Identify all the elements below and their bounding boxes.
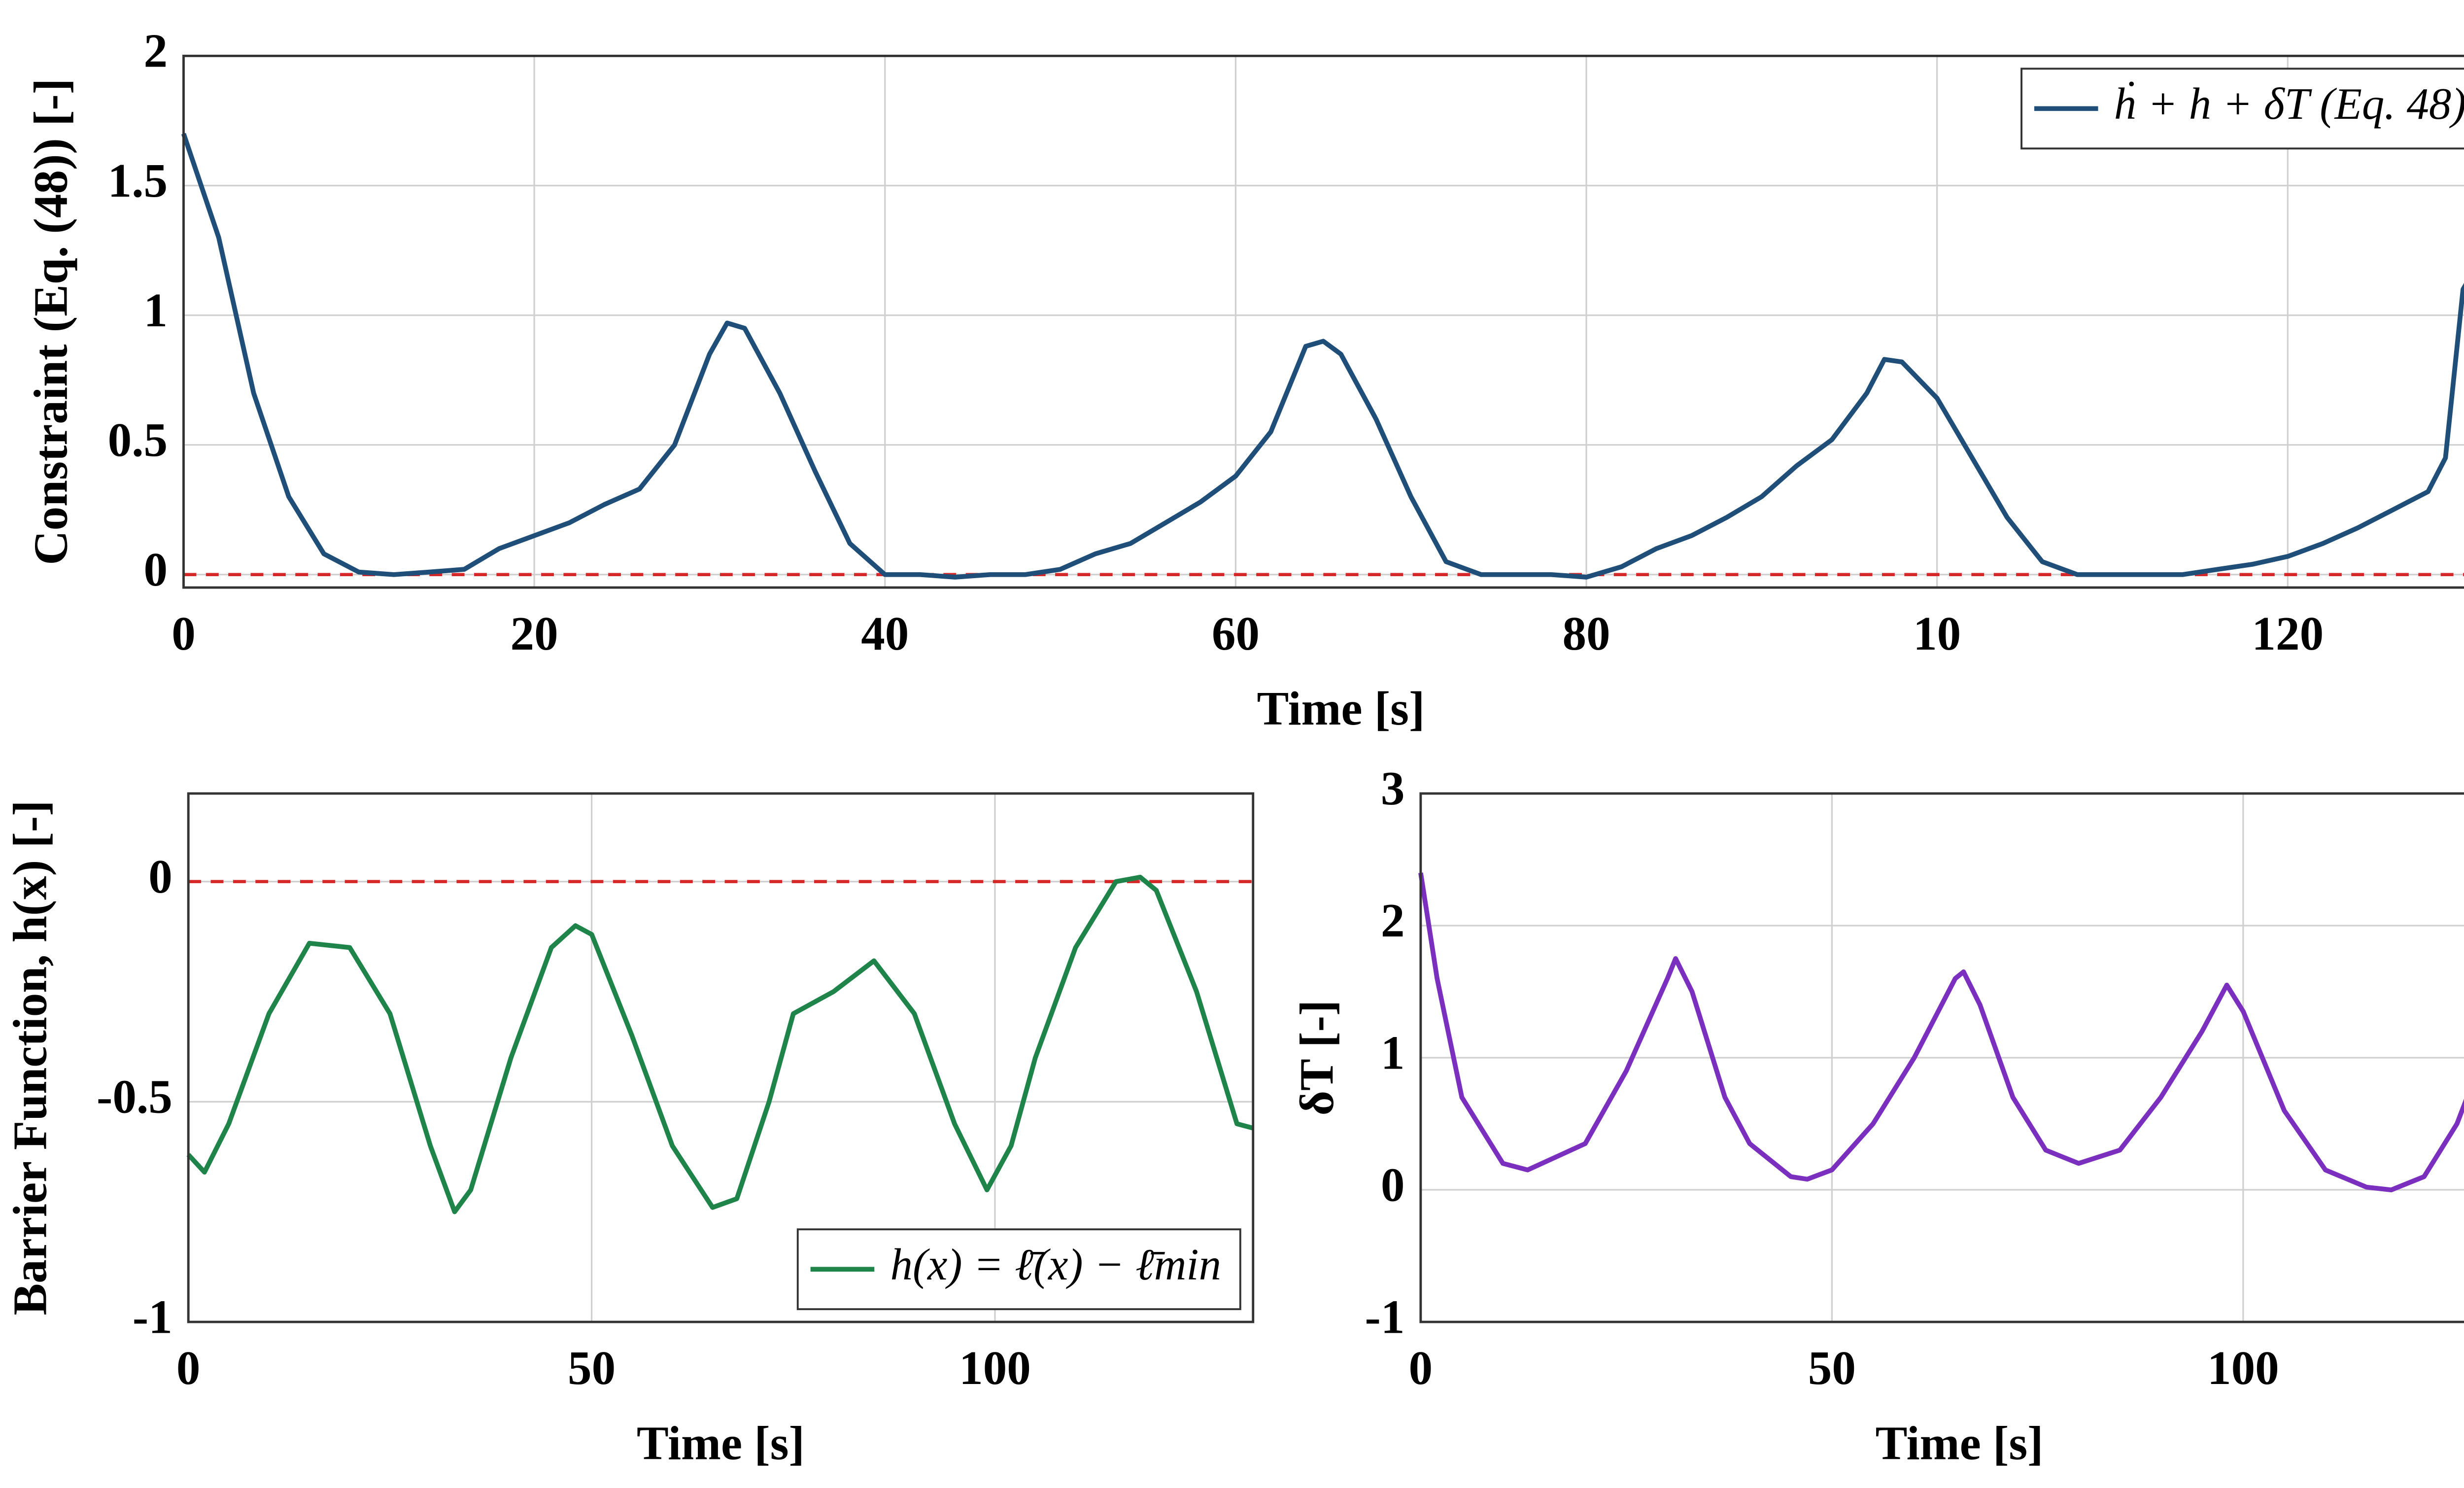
x-tick-label: 100 xyxy=(959,1342,1031,1395)
x-tick-label: 100 xyxy=(2207,1342,2279,1395)
y-axis-label: Constraint (Eq. (48)) [-] xyxy=(25,78,78,565)
y-tick-label: 1.5 xyxy=(108,154,168,208)
axes-frame xyxy=(187,792,1255,1323)
x-tick-label: 50 xyxy=(568,1342,616,1395)
legend: ḣ + h + δT (Eq. 48) xyxy=(2020,68,2464,150)
x-tick-label: 0 xyxy=(176,1342,201,1395)
y-tick-label: 0 xyxy=(148,850,172,903)
y-tick-label: 2 xyxy=(144,25,168,78)
x-tick-label: 0 xyxy=(171,607,196,660)
y-tick-label: 1 xyxy=(1381,1026,1405,1079)
legend-text: h(x) = ℓ̄(x) − ℓ̄min xyxy=(890,1240,1221,1289)
x-tick-label: 120 xyxy=(2252,607,2324,660)
y-tick-label: 3 xyxy=(1381,762,1405,815)
x-axis-label: Time [s] xyxy=(1876,1417,2044,1470)
axes-frame xyxy=(182,54,2464,589)
x-axis-label: Time [s] xyxy=(1257,682,1425,735)
x-tick-label: 40 xyxy=(861,607,909,660)
y-tick-label: -1 xyxy=(133,1290,172,1344)
x-tick-label: 20 xyxy=(511,607,558,660)
y-axis-label: δT [-] xyxy=(1290,1000,1343,1116)
data-line xyxy=(186,874,1254,1214)
x-tick-label: 50 xyxy=(1808,1342,1856,1395)
y-tick-label: 0 xyxy=(1381,1158,1405,1211)
y-tick-label: 0.5 xyxy=(108,414,168,467)
x-axis-label: Time [s] xyxy=(637,1417,805,1470)
y-tick-label: 1 xyxy=(144,284,168,337)
axes-frame xyxy=(1419,792,2464,1323)
x-tick-label: 60 xyxy=(1212,607,1260,660)
data-line xyxy=(1418,872,2464,1193)
x-tick-label: 80 xyxy=(1562,607,1610,660)
y-tick-label: 2 xyxy=(1381,894,1405,947)
legend: h(x) = ℓ̄(x) − ℓ̄min xyxy=(796,1228,1241,1311)
y-tick-label: -0.5 xyxy=(97,1071,172,1124)
x-tick-label: 10 xyxy=(1913,607,1961,660)
legend-text: ḣ + h + δT (Eq. 48) xyxy=(2114,79,2464,129)
y-tick-label: -1 xyxy=(1365,1290,1405,1344)
y-axis-label: Barrier Function, h(x) [-] xyxy=(4,800,57,1315)
data-line xyxy=(181,133,2464,580)
x-tick-label: 0 xyxy=(1409,1342,1433,1395)
y-tick-label: 0 xyxy=(144,543,168,596)
